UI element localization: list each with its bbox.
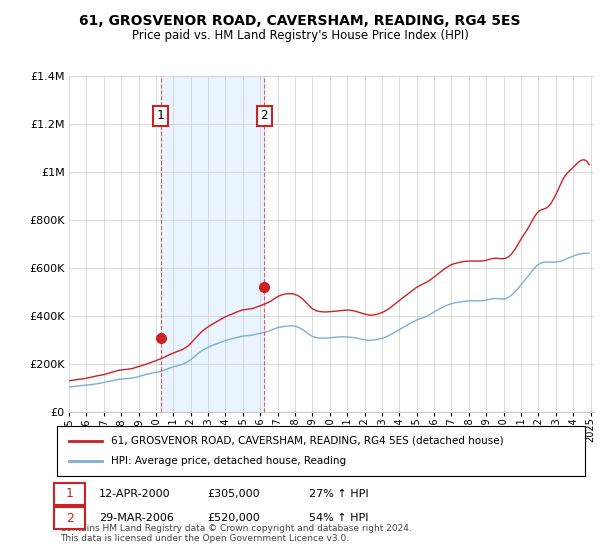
Text: 2: 2 <box>260 109 268 123</box>
Text: 29-MAR-2006: 29-MAR-2006 <box>99 513 174 523</box>
Text: 27% ↑ HPI: 27% ↑ HPI <box>309 489 368 499</box>
Text: 2: 2 <box>65 511 74 525</box>
Text: £520,000: £520,000 <box>207 513 260 523</box>
Text: 12-APR-2000: 12-APR-2000 <box>99 489 170 499</box>
Text: 61, GROSVENOR ROAD, CAVERSHAM, READING, RG4 5ES: 61, GROSVENOR ROAD, CAVERSHAM, READING, … <box>79 14 521 28</box>
Bar <box>161 76 264 412</box>
Text: Price paid vs. HM Land Registry's House Price Index (HPI): Price paid vs. HM Land Registry's House … <box>131 29 469 42</box>
Text: HPI: Average price, detached house, Reading: HPI: Average price, detached house, Read… <box>111 456 346 466</box>
Text: 54% ↑ HPI: 54% ↑ HPI <box>309 513 368 523</box>
Text: 1: 1 <box>157 109 164 123</box>
Text: Contains HM Land Registry data © Crown copyright and database right 2024.
This d: Contains HM Land Registry data © Crown c… <box>60 524 412 543</box>
Text: £305,000: £305,000 <box>207 489 260 499</box>
Text: 1: 1 <box>65 487 74 501</box>
Text: 61, GROSVENOR ROAD, CAVERSHAM, READING, RG4 5ES (detached house): 61, GROSVENOR ROAD, CAVERSHAM, READING, … <box>111 436 503 446</box>
